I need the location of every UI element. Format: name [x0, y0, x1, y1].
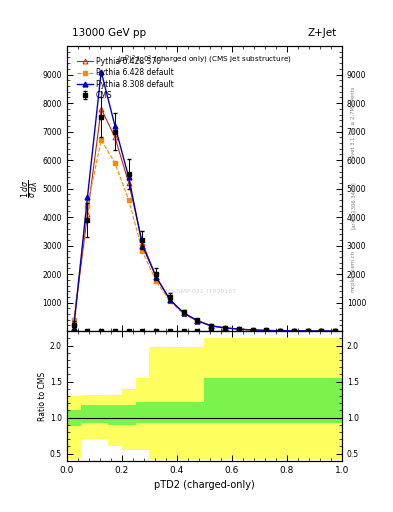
Y-axis label: Ratio to CMS: Ratio to CMS — [38, 371, 47, 420]
Pythia 6.428 370 — [333, 328, 338, 334]
Pythia 6.428 default — [237, 326, 241, 332]
Pythia 6.428 370 — [195, 317, 200, 324]
Pythia 6.428 default — [264, 327, 269, 333]
Pythia 6.428 370 — [237, 326, 241, 332]
Pythia 8.308 default — [140, 243, 145, 249]
Pythia 6.428 370 — [292, 328, 296, 334]
Pythia 8.308 default — [99, 69, 104, 75]
Pythia 6.428 370 — [319, 328, 324, 334]
Pythia 6.428 default — [195, 318, 200, 325]
Pythia 6.428 default — [333, 328, 338, 334]
Pythia 8.308 default — [154, 274, 159, 280]
Text: CMS-SMP-021_I1920187: CMS-SMP-021_I1920187 — [161, 288, 237, 294]
Pythia 6.428 370 — [278, 328, 283, 334]
Pythia 6.428 default — [250, 327, 255, 333]
Pythia 8.308 default — [250, 327, 255, 333]
Pythia 6.428 default — [140, 248, 145, 254]
Pythia 6.428 370 — [85, 211, 90, 218]
Pythia 6.428 default — [305, 328, 310, 334]
Pythia 6.428 370 — [72, 320, 76, 326]
Pythia 8.308 default — [305, 328, 310, 334]
Text: Z+Jet: Z+Jet — [307, 28, 336, 37]
Pythia 8.308 default — [127, 174, 131, 180]
Pythia 6.428 370 — [209, 323, 214, 329]
Pythia 6.428 default — [222, 325, 227, 331]
Pythia 6.428 default — [85, 203, 90, 209]
Pythia 6.428 default — [127, 197, 131, 203]
Text: Rivet 3.1.10, ≥ 2.7M events: Rivet 3.1.10, ≥ 2.7M events — [351, 86, 356, 160]
Text: $(p_T^D)^2\lambda\_0^2$ (charged only) (CMS jet substructure): $(p_T^D)^2\lambda\_0^2$ (charged only) (… — [117, 53, 292, 67]
Pythia 8.308 default — [222, 325, 227, 331]
Pythia 8.308 default — [319, 328, 324, 334]
Pythia 6.428 370 — [222, 325, 227, 331]
Pythia 6.428 370 — [168, 297, 173, 303]
Pythia 6.428 default — [113, 160, 118, 166]
Pythia 8.308 default — [182, 310, 186, 316]
Pythia 6.428 default — [319, 328, 324, 334]
Pythia 8.308 default — [72, 325, 76, 331]
Pythia 6.428 370 — [264, 327, 269, 333]
Pythia 6.428 370 — [305, 328, 310, 334]
Line: Pythia 6.428 370: Pythia 6.428 370 — [71, 106, 338, 333]
Pythia 8.308 default — [209, 323, 214, 329]
Pythia 8.308 default — [278, 328, 283, 334]
Pythia 6.428 370 — [154, 274, 159, 280]
Pythia 6.428 370 — [140, 240, 145, 246]
Pythia 6.428 default — [154, 278, 159, 284]
Pythia 8.308 default — [85, 194, 90, 200]
Pythia 6.428 default — [292, 328, 296, 334]
Pythia 6.428 default — [209, 323, 214, 329]
Pythia 6.428 370 — [250, 327, 255, 333]
Text: [arXiv:1306.3436]: [arXiv:1306.3436] — [351, 181, 356, 229]
Pythia 6.428 370 — [99, 106, 104, 112]
Pythia 8.308 default — [195, 318, 200, 324]
Pythia 8.308 default — [292, 328, 296, 334]
Line: Pythia 6.428 default: Pythia 6.428 default — [72, 138, 337, 333]
Pythia 8.308 default — [168, 297, 173, 303]
Pythia 6.428 default — [278, 328, 283, 334]
Pythia 6.428 default — [99, 137, 104, 143]
X-axis label: pTD2 (charged-only): pTD2 (charged-only) — [154, 480, 255, 490]
Pythia 6.428 default — [182, 311, 186, 317]
Pythia 6.428 370 — [127, 180, 131, 186]
Pythia 6.428 370 — [182, 310, 186, 316]
Pythia 8.308 default — [264, 327, 269, 333]
Pythia 8.308 default — [113, 123, 118, 129]
Pythia 6.428 default — [168, 298, 173, 304]
Text: mcplots.cern.ch: mcplots.cern.ch — [351, 250, 356, 292]
Pythia 8.308 default — [333, 328, 338, 334]
Y-axis label: $\frac{1}{\sigma}\frac{d\sigma}{d\lambda}$: $\frac{1}{\sigma}\frac{d\sigma}{d\lambda… — [20, 179, 41, 198]
Pythia 6.428 default — [72, 317, 76, 324]
Line: Pythia 8.308 default: Pythia 8.308 default — [71, 69, 338, 333]
Pythia 6.428 370 — [113, 134, 118, 140]
Pythia 8.308 default — [237, 326, 241, 332]
Text: 13000 GeV pp: 13000 GeV pp — [72, 28, 147, 37]
Legend: Pythia 6.428 370, Pythia 6.428 default, Pythia 8.308 default, CMS: Pythia 6.428 370, Pythia 6.428 default, … — [75, 55, 176, 102]
